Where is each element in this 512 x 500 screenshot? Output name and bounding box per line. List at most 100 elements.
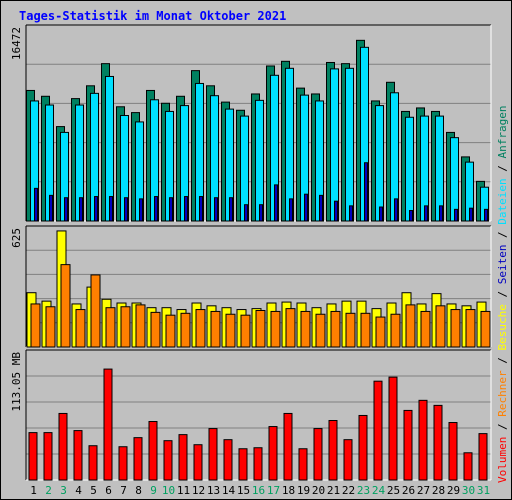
rechner-bar: [45, 306, 56, 348]
volumen-bar: [238, 448, 248, 481]
seiten-bar: [334, 200, 338, 222]
seiten-bar: [484, 208, 488, 222]
volumen-bar: [328, 420, 338, 481]
volumen-bar: [298, 448, 308, 481]
day-tick-label: 23: [357, 484, 370, 497]
rechner-bar: [435, 305, 446, 348]
seiten-bar: [139, 198, 143, 222]
legend-sep: /: [496, 423, 509, 436]
volumen-bar: [193, 444, 203, 481]
volume-scale-label: 113.05 MB: [10, 352, 23, 412]
rechner-bar: [465, 309, 476, 348]
seiten-bar: [454, 208, 458, 222]
day-tick-label: 17: [267, 484, 280, 497]
seiten-bar: [49, 194, 53, 222]
volumen-bar: [283, 412, 293, 481]
volumen-bar: [88, 445, 98, 481]
day-tick-label: 6: [105, 484, 112, 497]
day-tick-label: 11: [177, 484, 190, 497]
rechner-bar: [120, 306, 131, 348]
day-tick-label: 29: [447, 484, 460, 497]
seiten-bar: [64, 197, 68, 222]
rechner-bar: [60, 264, 71, 348]
day-tick-label: 18: [282, 484, 295, 497]
volumen-bar: [373, 380, 383, 481]
day-tick-label: 20: [312, 484, 325, 497]
day-tick-label: 24: [372, 484, 386, 497]
legend-sep: /: [496, 357, 509, 370]
day-tick-label: 14: [222, 484, 236, 497]
dateien-bar: [285, 67, 294, 222]
volumen-bar: [208, 428, 218, 481]
day-tick-label: 8: [135, 484, 142, 497]
dateien-bar: [450, 137, 459, 222]
volumen-bar: [343, 439, 353, 481]
rechner-bar: [360, 312, 371, 348]
legend-volumen: Volumen: [496, 437, 509, 483]
volumen-bar: [478, 433, 488, 481]
volumen-bar: [163, 440, 173, 481]
legend-sep: /: [496, 291, 509, 304]
rechner-bar: [255, 309, 266, 348]
day-tick-label: 9: [150, 484, 157, 497]
requests-scale-label: 16472: [10, 27, 23, 60]
series-legend: Volumen / Rechner / Besuche / Seiten / D…: [496, 105, 509, 483]
legend-sep: /: [496, 165, 509, 178]
day-tick-label: 7: [120, 484, 127, 497]
legend-anfragen: Anfragen: [496, 105, 509, 165]
rechner-bar: [315, 313, 326, 348]
visits-scale-label: 625: [10, 228, 23, 248]
volumen-bar: [103, 368, 113, 481]
seiten-bar: [379, 206, 383, 222]
day-tick-label: 30: [462, 484, 475, 497]
volumen-bar: [133, 437, 143, 481]
seiten-bar: [439, 205, 443, 222]
dateien-bar: [255, 99, 264, 222]
day-tick-label: 2: [45, 484, 52, 497]
seiten-bar: [229, 197, 233, 222]
seiten-bar: [109, 196, 113, 222]
seiten-bar: [319, 194, 323, 222]
seiten-bar: [184, 196, 188, 222]
seiten-bar: [409, 210, 413, 222]
volumen-bar: [433, 404, 443, 481]
seiten-bar: [244, 204, 248, 222]
day-tick-label: 12: [192, 484, 205, 497]
volumen-bar: [463, 452, 473, 481]
dateien-bar: [405, 116, 414, 222]
volumen-bar: [223, 439, 233, 481]
seiten-bar: [214, 197, 218, 222]
rechner-bar: [210, 310, 221, 348]
rechner-bar: [270, 310, 281, 348]
rechner-bar: [480, 310, 491, 348]
volumen-bar: [58, 412, 68, 481]
volumen-bar: [313, 428, 323, 481]
rechner-bar: [300, 310, 311, 348]
dateien-bar: [435, 115, 444, 222]
day-tick-label: 26: [402, 484, 415, 497]
seiten-bar: [94, 196, 98, 222]
volumen-bar: [418, 399, 428, 481]
rechner-bar: [345, 312, 356, 348]
day-tick-label: 3: [60, 484, 67, 497]
volumen-bar: [253, 447, 263, 481]
seiten-bar: [424, 205, 428, 222]
day-tick-label: 1: [30, 484, 37, 497]
day-tick-label: 10: [162, 484, 175, 497]
rechner-bar: [330, 310, 341, 348]
day-tick-label: 28: [432, 484, 445, 497]
rechner-bar: [285, 308, 296, 348]
rechner-bar: [375, 316, 386, 348]
day-tick-label: 4: [75, 484, 82, 497]
volumen-bar: [43, 432, 53, 481]
page-title: Tages-Statistik im Monat Oktober 2021: [19, 9, 287, 23]
day-tick-label: 13: [207, 484, 220, 497]
seiten-bar: [349, 205, 353, 222]
volumen-bar: [403, 409, 413, 481]
rechner-bar: [135, 304, 146, 348]
legend-rechner: Rechner: [496, 370, 509, 423]
volumen-bar: [118, 446, 128, 481]
volumen-bar: [268, 426, 278, 481]
